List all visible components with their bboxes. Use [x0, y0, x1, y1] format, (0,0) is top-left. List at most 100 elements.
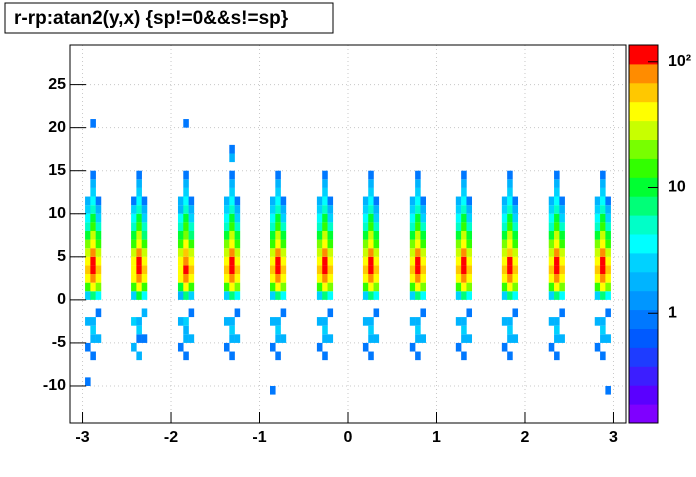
cell [95, 230, 102, 240]
palette-swatch [629, 177, 658, 197]
cell [275, 187, 281, 197]
cell [229, 179, 235, 188]
cells [85, 119, 611, 395]
cell [455, 256, 462, 266]
cell [559, 239, 565, 249]
cell [188, 265, 195, 275]
cell [466, 222, 473, 231]
cell [280, 205, 287, 214]
cell [141, 222, 148, 231]
cell [183, 187, 189, 197]
cell [466, 248, 473, 257]
cell [234, 222, 241, 231]
cell [95, 205, 102, 214]
cell [90, 222, 96, 231]
cell [327, 213, 334, 223]
cell [177, 317, 184, 326]
cell [95, 334, 102, 343]
cell [85, 239, 91, 249]
cell [234, 196, 241, 206]
cell [554, 291, 560, 300]
cell [177, 291, 184, 300]
cell [466, 230, 473, 240]
cell [229, 265, 235, 275]
palette-swatch [629, 366, 658, 386]
cell [362, 265, 369, 275]
x-tick-label: -3 [75, 429, 89, 446]
cell [275, 213, 281, 223]
cell [554, 213, 560, 223]
cell [512, 196, 519, 206]
cell [554, 274, 560, 283]
cell [373, 222, 380, 231]
cell [270, 265, 276, 275]
cell [415, 274, 421, 283]
cell [415, 239, 421, 249]
cell [594, 213, 601, 223]
cell [466, 334, 473, 343]
cell [280, 213, 287, 223]
cell [327, 248, 334, 257]
cell [594, 205, 601, 214]
cell [512, 265, 519, 275]
cell [548, 274, 555, 283]
cell [554, 187, 560, 197]
cell [316, 205, 323, 214]
cell [136, 239, 142, 249]
cell [600, 265, 606, 275]
cell [177, 256, 184, 266]
cell [327, 256, 334, 266]
cell [327, 265, 334, 275]
cell [223, 248, 230, 257]
cell [455, 317, 462, 326]
cell [420, 334, 426, 343]
cell [368, 170, 374, 180]
cell [183, 213, 189, 223]
cell [270, 342, 276, 352]
cell [229, 282, 235, 292]
cell [177, 282, 184, 292]
cell [373, 196, 380, 206]
cell [229, 213, 235, 223]
cell [559, 291, 565, 300]
cell [316, 248, 323, 257]
cell [600, 282, 606, 292]
cell [316, 239, 323, 249]
cell [183, 119, 189, 128]
cell [183, 256, 189, 266]
cell [95, 308, 102, 318]
cell [362, 222, 369, 231]
cell [177, 342, 184, 352]
cell [95, 239, 102, 249]
cell [95, 282, 102, 292]
cell [409, 282, 416, 292]
cell [415, 265, 421, 275]
cell [316, 317, 323, 326]
cell [461, 230, 467, 240]
cell [229, 317, 235, 326]
cell [373, 230, 380, 240]
cell [373, 248, 380, 257]
cell [95, 248, 102, 257]
cell [95, 256, 102, 266]
cell [594, 196, 601, 206]
cell [90, 325, 96, 335]
cell [455, 274, 462, 283]
cell [600, 222, 606, 231]
cell [466, 291, 473, 300]
cell [183, 222, 189, 231]
cell [501, 265, 508, 275]
cell [85, 274, 91, 283]
cell [415, 205, 421, 214]
cell [229, 239, 235, 249]
cell [362, 342, 369, 352]
cell [229, 274, 235, 283]
cell [275, 325, 281, 335]
cell [177, 265, 184, 275]
cell [85, 265, 91, 275]
palette-swatch [629, 290, 658, 311]
cell [223, 282, 230, 292]
cell [177, 213, 184, 223]
cell [141, 265, 148, 275]
